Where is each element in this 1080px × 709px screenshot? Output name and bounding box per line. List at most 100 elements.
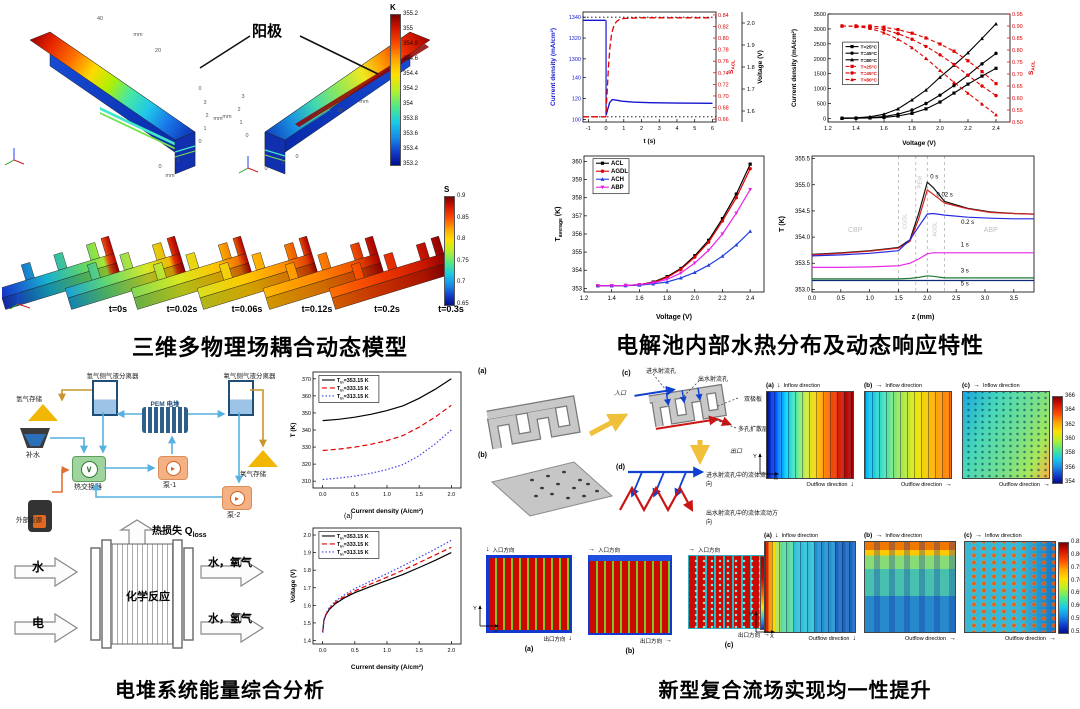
pem-stack-label: PEM 电堆: [150, 401, 180, 408]
heatmap-panel: → 入口方向 出口方向 → (b): [588, 544, 672, 655]
outflow-arrow-icon: →: [949, 635, 956, 642]
svg-text:2.0: 2.0: [691, 296, 700, 302]
svg-text:500: 500: [817, 102, 826, 108]
pump-2-icon: ▸: [222, 486, 252, 510]
time-label: t=0.12s: [301, 304, 333, 314]
svg-text:0.68: 0.68: [718, 106, 729, 112]
inlet-flow-direction-label: 进水射流孔中的流体流动方向: [706, 473, 779, 488]
svg-text:0: 0: [245, 133, 248, 139]
svg-text:0.95: 0.95: [1012, 12, 1023, 18]
svg-text:T=80°C: T=80°C: [861, 78, 878, 84]
pump-2-label: 泵-2: [227, 512, 241, 519]
svg-text:Tin=313.15 K: Tin=313.15 K: [337, 394, 369, 400]
svg-text:358: 358: [572, 196, 583, 202]
channel-overlay: [767, 392, 853, 478]
axis-triad: [9, 292, 31, 310]
svg-text:1.4: 1.4: [303, 638, 311, 644]
temperature-contour-row: (a) ↓ Inflow direction Outflow direction ↓ (b…: [766, 380, 1050, 490]
subfigure-a-label: (a): [344, 513, 353, 520]
outflow-direction-label: Outflow direction: [901, 481, 942, 488]
outflow-arrow-icon: →: [1043, 481, 1050, 488]
svg-text:1000: 1000: [814, 87, 826, 93]
svg-text:0.70: 0.70: [718, 94, 729, 100]
separator-left: [92, 380, 118, 416]
svg-text:1.9: 1.9: [747, 43, 755, 49]
chart-canvas: 0.0 0.5 1.0 1.5 2.0 Current density (A/cm²) 31…: [290, 371, 462, 515]
svg-text:t (s): t (s): [644, 138, 656, 145]
svg-text:CBP: CBP: [848, 227, 863, 234]
svg-text:2.4: 2.4: [746, 296, 755, 302]
contour-map: [864, 391, 952, 479]
svg-text:2.0: 2.0: [936, 126, 944, 132]
colorbar-title: K: [390, 3, 396, 12]
outflow-arrow-icon: ↓: [852, 635, 857, 642]
stack-out-top-label: 水，氧气: [208, 557, 252, 569]
outflow-arrow-icon: ↓: [850, 481, 855, 488]
svg-text:SACL: SACL: [728, 60, 736, 74]
svg-text:2.0: 2.0: [747, 21, 755, 27]
panel-letter: (a): [524, 646, 534, 653]
outflow-arrow-icon: →: [763, 631, 770, 638]
svg-text:1.5: 1.5: [303, 621, 311, 627]
caption-q4: 新型复合流场实现均一性提升: [658, 680, 932, 702]
stack-water-in-label: 水: [32, 560, 45, 574]
chart-canvas: 0.0 0.5 1.0 1.5 2.0 Current density (A/cm²) 1.…: [290, 527, 462, 671]
panel-letter: (b): [864, 532, 873, 539]
svg-text:354.0: 354.0: [795, 235, 811, 241]
svg-text:0: 0: [823, 116, 826, 122]
svg-text:370: 370: [302, 377, 311, 383]
channel-overlay: [865, 542, 955, 632]
heat-exchanger-icon: ∨: [72, 456, 106, 482]
svg-text:1: 1: [176, 158, 179, 164]
heatmap-panel: (c) → Inflow direction Outflow direction →: [962, 380, 1050, 490]
svg-text:2000: 2000: [814, 57, 826, 63]
svg-text:1.5: 1.5: [894, 296, 903, 302]
inflow-direction-label: Inflow direction: [783, 382, 821, 389]
panel-letter: (b): [625, 648, 635, 655]
svg-text:330: 330: [302, 445, 311, 451]
outflow-arrow-icon: →: [665, 637, 672, 644]
panel-letter-b: (b): [478, 452, 487, 459]
caption-q1: 三维多物理场耦合动态模型: [131, 335, 408, 360]
outflow-direction-label: 出口方向: [639, 638, 662, 645]
inflow-direction-label: Inflow direction: [781, 532, 819, 539]
svg-text:2.2: 2.2: [964, 126, 972, 132]
chart-system-temperature: 0.0 0.5 1.0 1.5 2.0 Current density (A/cm²) 31…: [287, 366, 469, 516]
contour-map: [766, 391, 854, 479]
transient-channel-sequence: [2, 235, 451, 310]
svg-text:2.0: 2.0: [923, 296, 932, 302]
colorbar-ticks: 355.2 355 354.8 354.6 354.4 354.2 354 353.8 353.…: [403, 11, 419, 167]
colorbar-contour-sat: 0.830.800.750.700.650.600.550.52: [1058, 539, 1080, 635]
svg-text:0.90: 0.90: [1012, 24, 1023, 30]
panel-letter: (a): [766, 382, 774, 389]
svg-text:3: 3: [241, 94, 244, 100]
svg-text:1: 1: [622, 126, 625, 132]
svg-text:2.0: 2.0: [448, 648, 456, 654]
svg-text:1.7: 1.7: [747, 87, 755, 93]
contour-map: [486, 555, 572, 633]
svg-text:350: 350: [302, 411, 311, 417]
svg-text:100: 100: [572, 117, 581, 123]
svg-text:3500: 3500: [814, 12, 826, 18]
inlet-label: 入口: [614, 391, 627, 397]
svg-text:2500: 2500: [814, 42, 826, 48]
channel-overlay: [765, 542, 855, 632]
stack-heat-loss-label: 热损失 Qloss: [152, 522, 207, 539]
svg-text:X: X: [770, 634, 774, 638]
svg-text:0.66: 0.66: [718, 117, 729, 123]
stack-reaction-diagram: [14, 519, 265, 649]
heatmap-panel: (b) → Inflow direction Outflow direction →: [864, 380, 952, 490]
svg-text:2: 2: [237, 107, 240, 113]
svg-text:Voltage (V): Voltage (V): [290, 569, 297, 602]
svg-text:1320: 1320: [569, 36, 581, 42]
colorbar-contour-temp: 366 364 362 360 358 356 354: [1052, 393, 1080, 485]
svg-text:SACL: SACL: [1028, 61, 1036, 75]
panel-letter-d: (d): [616, 464, 625, 471]
jet-inlet-holes-label: 进水射流孔: [646, 369, 677, 375]
svg-text:ABP: ABP: [984, 227, 998, 234]
anode-leader-lines: [199, 35, 379, 75]
svg-text:1.2: 1.2: [580, 296, 589, 302]
anode-label: 阳极: [252, 23, 283, 40]
svg-text:1.8: 1.8: [303, 568, 311, 574]
